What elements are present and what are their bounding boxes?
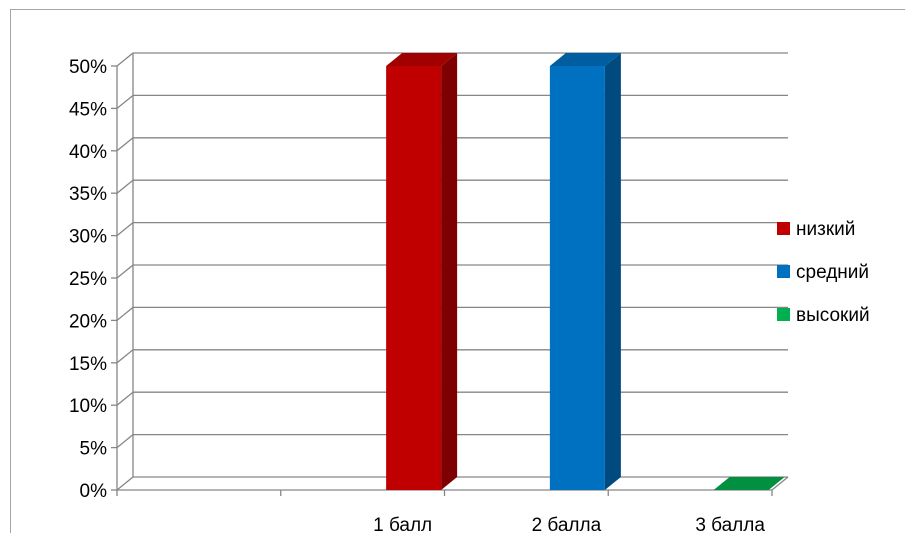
legend: низкий средний высокий [777,219,870,326]
y-tick-label: 5% [80,439,108,460]
y-tick-label: 0% [80,481,108,502]
y-tick-label: 15% [69,354,107,375]
bar-side [441,53,458,490]
bar-top [713,477,785,490]
gridline-diagonal [116,137,134,152]
legend-item: низкий [777,219,855,240]
gridline-diagonal [116,306,134,321]
bar-side [604,53,621,490]
gridline-diagonal [116,52,134,67]
y-tick-label: 30% [69,227,107,248]
gridline-diagonal [116,222,134,237]
floor-right-edge [771,476,789,491]
y-axis: 0% 5% 10% 15% 20% 25% 30% 35% 40% 45% 50% [69,57,118,502]
gridline-diagonal [116,434,134,449]
y-tick-label: 50% [69,57,107,78]
gridline-diagonal [116,94,134,109]
gridline-diagonal [116,179,134,194]
bar-top [549,53,621,66]
y-tick-label: 45% [69,99,107,120]
gridline-diagonal [116,349,134,364]
bar-front [549,66,605,490]
bar-top [386,53,458,66]
y-tick-label: 40% [69,142,107,163]
gridline-diagonal [116,476,134,491]
y-tick-label: 10% [69,396,107,417]
legend-item: высокий [777,305,870,326]
legend-swatch [777,308,790,321]
legend-item: средний [777,262,869,283]
x-category-label: 2 балла [532,515,602,533]
y-tick-label: 25% [69,269,107,290]
gridline-diagonal [116,391,134,406]
legend-swatch [777,265,790,278]
bar-низкий-1 [386,53,458,490]
y-tick-label: 35% [69,184,107,205]
x-axis: 1 балл 2 балла 3 балла [116,490,773,533]
legend-label: низкий [796,219,855,240]
legend-label: высокий [796,305,870,326]
x-category-label: 3 балла [695,515,765,533]
bar-высокий-3 [713,477,785,490]
bar-средний-2 [549,53,621,490]
gridlines [116,52,788,491]
gridline-diagonal [116,264,134,279]
x-category-label: 1 балл [373,515,432,533]
bars [386,53,785,490]
y-tick-label: 20% [69,311,107,332]
chart-frame [10,9,905,533]
legend-swatch [777,222,790,235]
bar-front [386,66,442,490]
legend-label: средний [796,262,869,283]
